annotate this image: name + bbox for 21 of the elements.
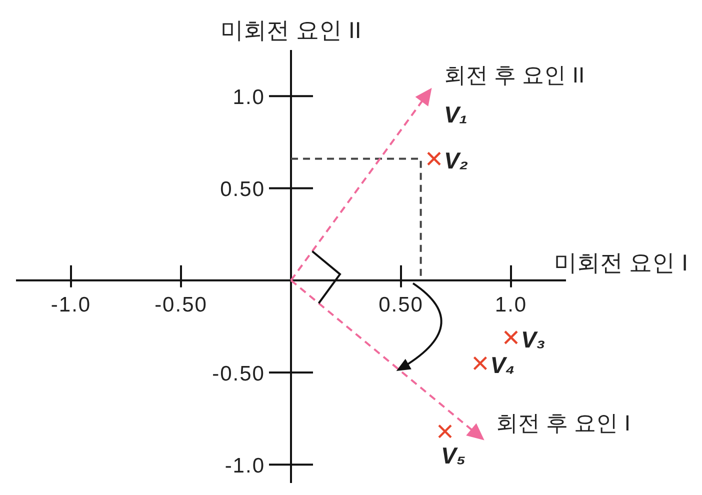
point <box>426 152 442 166</box>
point <box>473 356 488 370</box>
y-tick-label: -0.50 <box>212 362 265 386</box>
annotation: 회전 후 요인 II <box>444 62 585 88</box>
point <box>438 424 452 439</box>
data-label: V₄ <box>490 352 515 378</box>
x-axis-title: 미회전 요인 I <box>554 249 688 276</box>
x-tick-label: -1.0 <box>50 293 92 316</box>
annotation: V₁ <box>444 101 468 128</box>
y-tick-label: -1.0 <box>224 454 265 478</box>
y-tick-label: 1.0 <box>232 86 265 110</box>
annotation: 회전 후 요인 I <box>496 410 630 436</box>
data-label: V₅ <box>441 442 466 468</box>
x-tick-label: -0.50 <box>154 293 208 316</box>
data-label: V₃ <box>521 326 546 352</box>
point <box>504 330 518 345</box>
x-tick-label: 1.0 <box>494 293 528 316</box>
y-axis-title: 미회전 요인 II <box>220 17 362 43</box>
y-tick-label: 0.50 <box>220 178 265 202</box>
x-tick-label: 0.50 <box>378 293 424 316</box>
data-label: V₂ <box>444 148 468 174</box>
